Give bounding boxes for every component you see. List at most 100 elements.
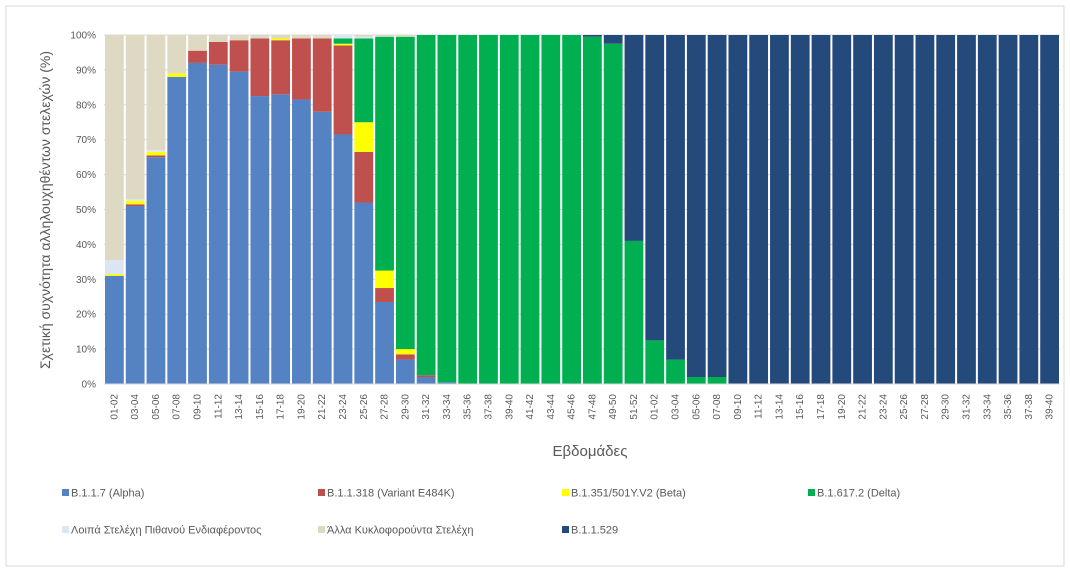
x-tick-label: 11-12 (213, 394, 224, 419)
y-tick-label: 90% (76, 65, 96, 76)
bar-segment (146, 155, 166, 158)
y-tick-label: 80% (76, 100, 96, 111)
legend-label: B.1.617.2 (Delta) (817, 488, 900, 500)
bar-segment (603, 43, 623, 384)
bar-segment (312, 35, 332, 39)
x-tick-label: 17-18 (276, 394, 287, 420)
bar-segment (749, 35, 769, 384)
x-tick-label: 35-36 (463, 394, 474, 420)
x-tick-label: 31-32 (961, 394, 972, 420)
bar-segment (562, 35, 581, 384)
bar-segment (271, 38, 291, 41)
bar-segment (583, 36, 602, 385)
bar-segment (188, 50, 207, 63)
bar-segment (333, 35, 353, 39)
bar-segment (395, 36, 415, 350)
x-tick-label: 27-28 (920, 394, 931, 420)
bar-segment (188, 62, 207, 385)
legend-swatch (62, 526, 69, 533)
x-tick-label: 25-26 (359, 394, 370, 420)
legend-swatch (562, 489, 569, 496)
bar-segment (125, 199, 145, 201)
bar-segment (375, 301, 394, 384)
bar-segment (354, 35, 374, 37)
x-tick-label: 13-14 (234, 394, 245, 420)
y-tick-label: 60% (76, 170, 96, 181)
bar-segment (437, 382, 457, 384)
x-tick-label: 15-16 (255, 394, 266, 420)
x-tick-label: 23-24 (878, 394, 889, 420)
legend-label: B.1.1.529 (571, 525, 618, 537)
bar-segment (416, 377, 436, 384)
x-tick-label: 31-32 (421, 394, 432, 420)
x-tick-label: 19-20 (296, 394, 307, 420)
bar-segment (811, 35, 831, 384)
legend-label: B.1.1.318 (Variant E484K) (327, 488, 455, 500)
bar-segment (188, 35, 207, 51)
bar-segment (437, 35, 457, 383)
bar-segment (686, 35, 706, 378)
legend-swatch (318, 526, 325, 533)
bar-segment (167, 73, 187, 77)
bar-segment (354, 202, 374, 384)
bar-segment (271, 94, 291, 384)
bar-segment (624, 35, 644, 241)
bar-segment (105, 260, 124, 275)
bar-segment (146, 151, 166, 156)
bar-segment (458, 35, 478, 384)
x-tick-label: 51-52 (629, 394, 640, 420)
bar-segment (541, 35, 561, 384)
bar-segment (250, 96, 270, 384)
bar-segment (666, 35, 685, 360)
x-tick-label: 49-50 (608, 394, 619, 420)
bar-segment (395, 35, 415, 37)
bar-segment (416, 35, 436, 376)
bar-segment (707, 35, 727, 378)
y-tick-label: 30% (76, 275, 96, 286)
legend-label: Λοιπά Στελέχη Πιθανού Ενδιαφέροντος (71, 525, 261, 537)
bar-segment (770, 35, 789, 384)
bar-segment (915, 35, 935, 384)
bar-segment (1019, 35, 1039, 384)
bar-segment (375, 270, 394, 289)
bar-segment (125, 35, 145, 200)
legend-swatch (808, 489, 815, 496)
x-tick-label: 07-08 (172, 394, 183, 420)
x-tick-label: 21-22 (858, 394, 869, 420)
bar-segment (354, 36, 374, 39)
bar-segment (333, 45, 353, 135)
bar-segment (105, 275, 124, 384)
x-tick-label: 27-28 (380, 394, 391, 420)
x-tick-label: 01-02 (109, 394, 120, 420)
x-tick-label: 17-18 (816, 394, 827, 420)
bar-segment (645, 340, 665, 384)
bar-segment (208, 41, 228, 65)
bar-segment (707, 377, 727, 384)
bar-segment (208, 35, 228, 42)
bar-segment (125, 206, 145, 384)
x-tick-label: 29-30 (941, 394, 952, 420)
x-tick-label: 21-22 (317, 394, 328, 420)
x-tick-label: 13-14 (774, 394, 785, 420)
bar-segment (395, 354, 415, 360)
bar-segment (375, 35, 394, 37)
bar-segment (229, 35, 249, 41)
bar-segment (125, 204, 145, 207)
x-tick-label: 33-34 (982, 394, 993, 420)
x-tick-label: 35-36 (1003, 394, 1014, 420)
bar-segment (105, 35, 124, 261)
bar-segment (873, 35, 893, 384)
bar-segment (645, 35, 665, 341)
x-tick-label: 03-04 (130, 394, 141, 420)
bar-segment (105, 274, 124, 276)
y-tick-label: 20% (76, 310, 96, 321)
bar-segment (416, 375, 436, 378)
bar-segment (333, 43, 353, 46)
bar-segment (728, 35, 748, 384)
bar-segment (395, 359, 415, 384)
bar-segment (146, 35, 166, 151)
bar-segment (250, 38, 270, 97)
x-tick-label: 09-10 (733, 394, 744, 420)
bar-segment (1040, 35, 1059, 384)
